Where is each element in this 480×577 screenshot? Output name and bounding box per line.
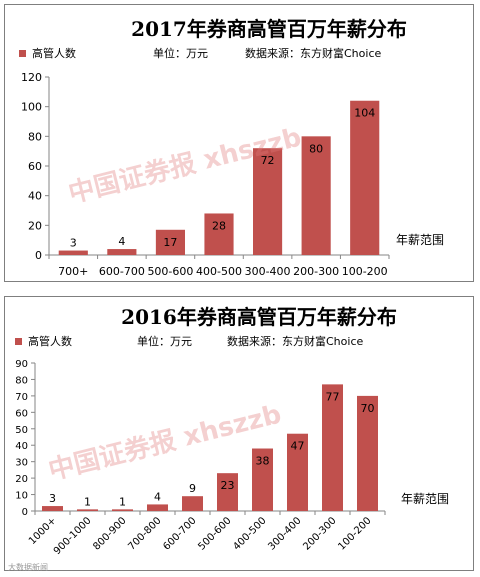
x-tick-label: 100-200 [342,265,388,278]
bar-chart: 010203040506070809031000+1900-10001800-9… [15,359,449,557]
data-label: 1 [119,495,126,508]
y-tick-label: 20 [15,474,28,485]
bar [350,100,380,255]
data-label: 1 [84,495,91,508]
footer-label: 大数据新闻 [8,563,48,572]
y-tick-label: 40 [15,441,28,452]
chart-title: 2017年券商高管百万年薪分布 [131,17,407,41]
bar [357,395,378,511]
bar [252,448,273,511]
legend-swatch [15,337,22,345]
y-tick-label: 0 [22,507,28,518]
bar [301,136,331,255]
bar [155,229,185,255]
y-tick-label: 90 [15,359,28,370]
x-tick-label: 400-500 [196,265,242,278]
y-tick-label: 30 [15,458,28,469]
y-tick-label: 60 [28,160,42,173]
data-label: 4 [154,490,161,503]
chart-title: 2016年券商高管百万年薪分布 [121,305,397,329]
x-tick-label: 1000+ [27,515,59,547]
x-tick-label: 700-800 [126,515,163,552]
y-tick-label: 10 [15,491,28,502]
source-label: 数据来源：东方财富Choice [245,47,382,60]
x-tick-label: 200-300 [301,515,338,552]
x-tick-label: 900-1000 [52,515,94,557]
bar-chart: 0 20 40 60 80 100 120 3 700+ 4 600-700 17 500-600 28 4… [21,71,444,278]
bar [77,509,98,511]
legend-label: 高管人数 [32,47,76,60]
bar [253,148,283,255]
y-tick-label: 120 [21,71,42,84]
data-label: 38 [256,455,270,468]
bar [147,504,168,511]
y-tick-label: 60 [15,408,28,419]
x-tick-label: 400-500 [231,515,268,552]
y-tick-label: 40 [28,190,42,203]
y-tick-label: 50 [15,425,28,436]
data-label: 77 [326,390,340,403]
data-label: 4 [118,235,125,248]
legend: 高管人数 [15,333,72,349]
data-label: 17 [163,236,177,249]
x-tick-label: 600-700 [161,515,198,552]
unit-label: 单位：万元 [137,335,192,348]
y-tick-label: 20 [28,219,42,232]
data-label: 3 [49,492,56,505]
x-tick-label: 300-400 [245,265,291,278]
bar [287,433,308,511]
y-tick-label: 80 [28,130,42,143]
y-tick-label: 80 [15,375,28,386]
source-label: 数据来源：东方财富Choice [227,335,364,348]
data-label: 104 [354,107,375,120]
x-tick-label: 200-300 [293,265,339,278]
bar [107,249,137,255]
x-tick-label: 300-400 [266,515,303,552]
chart-panel-2017: 2017年券商高管百万年薪分布 高管人数 单位：万元 数据来源：东方财富Choi… [4,4,474,282]
y-tick-label: 0 [35,249,42,262]
legend: 高管人数 [19,45,76,61]
x-axis-label: 年薪范围 [396,233,444,247]
data-label: 47 [291,440,305,453]
data-label: 23 [221,479,235,492]
y-tick-label: 100 [21,101,42,114]
unit-label: 单位：万元 [153,47,208,60]
x-tick-label: 800-900 [91,515,128,552]
legend-swatch [19,49,26,57]
x-tick-label: 700+ [58,265,88,278]
bar [217,473,238,511]
bar [182,496,203,511]
bar [204,213,234,255]
x-tick-label: 500-600 [147,265,193,278]
data-label: 9 [189,482,196,495]
data-label: 70 [361,402,375,415]
x-tick-label: 100-200 [336,515,373,552]
data-label: 3 [70,237,77,250]
bar [112,509,133,511]
data-label: 72 [261,154,275,167]
bar [322,384,343,511]
data-label: 28 [212,219,226,232]
y-tick-label: 70 [15,392,28,403]
x-tick-label: 500-600 [196,515,233,552]
bar [58,250,88,255]
legend-label: 高管人数 [28,335,72,348]
x-tick-label: 600-700 [99,265,145,278]
chart-panel-2016: 2016年券商高管百万年薪分布 高管人数 单位：万元 数据来源：东方财富Choi… [4,296,474,571]
bar [42,506,63,511]
data-label: 80 [309,142,323,155]
x-axis-label: 年薪范围 [401,492,449,506]
